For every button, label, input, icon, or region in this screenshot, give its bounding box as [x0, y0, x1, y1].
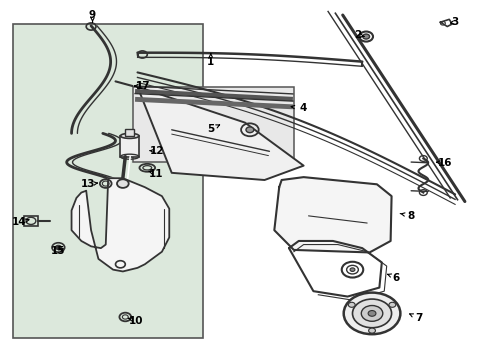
Circle shape: [368, 328, 375, 333]
Polygon shape: [138, 87, 304, 180]
Text: 5: 5: [207, 124, 215, 134]
Text: 2: 2: [354, 30, 361, 40]
Circle shape: [348, 302, 355, 307]
Text: 12: 12: [150, 146, 164, 156]
Text: 4: 4: [300, 103, 307, 113]
Circle shape: [350, 268, 355, 271]
Circle shape: [368, 311, 376, 316]
Text: 13: 13: [80, 179, 95, 189]
Circle shape: [361, 306, 383, 321]
Circle shape: [363, 34, 369, 39]
Text: 6: 6: [393, 273, 400, 283]
Text: 7: 7: [415, 313, 422, 323]
Text: 11: 11: [149, 168, 163, 179]
Text: 8: 8: [408, 211, 415, 221]
Circle shape: [246, 127, 254, 133]
Bar: [133, 87, 294, 162]
Polygon shape: [72, 178, 169, 271]
Polygon shape: [274, 177, 392, 252]
Circle shape: [55, 245, 61, 249]
Circle shape: [352, 299, 392, 328]
Bar: [125, 130, 134, 136]
Ellipse shape: [121, 134, 139, 138]
Text: 16: 16: [438, 158, 453, 168]
Text: 9: 9: [89, 10, 96, 20]
Circle shape: [389, 302, 396, 307]
Bar: [121, 136, 139, 157]
Bar: [13, 24, 203, 338]
Text: 17: 17: [136, 81, 151, 91]
Circle shape: [117, 179, 129, 188]
Text: 3: 3: [451, 17, 459, 27]
Bar: [24, 216, 38, 226]
Text: 15: 15: [51, 246, 66, 256]
Text: 10: 10: [129, 316, 144, 325]
Text: 1: 1: [207, 57, 215, 67]
Circle shape: [343, 293, 400, 334]
Text: 14: 14: [12, 217, 26, 227]
